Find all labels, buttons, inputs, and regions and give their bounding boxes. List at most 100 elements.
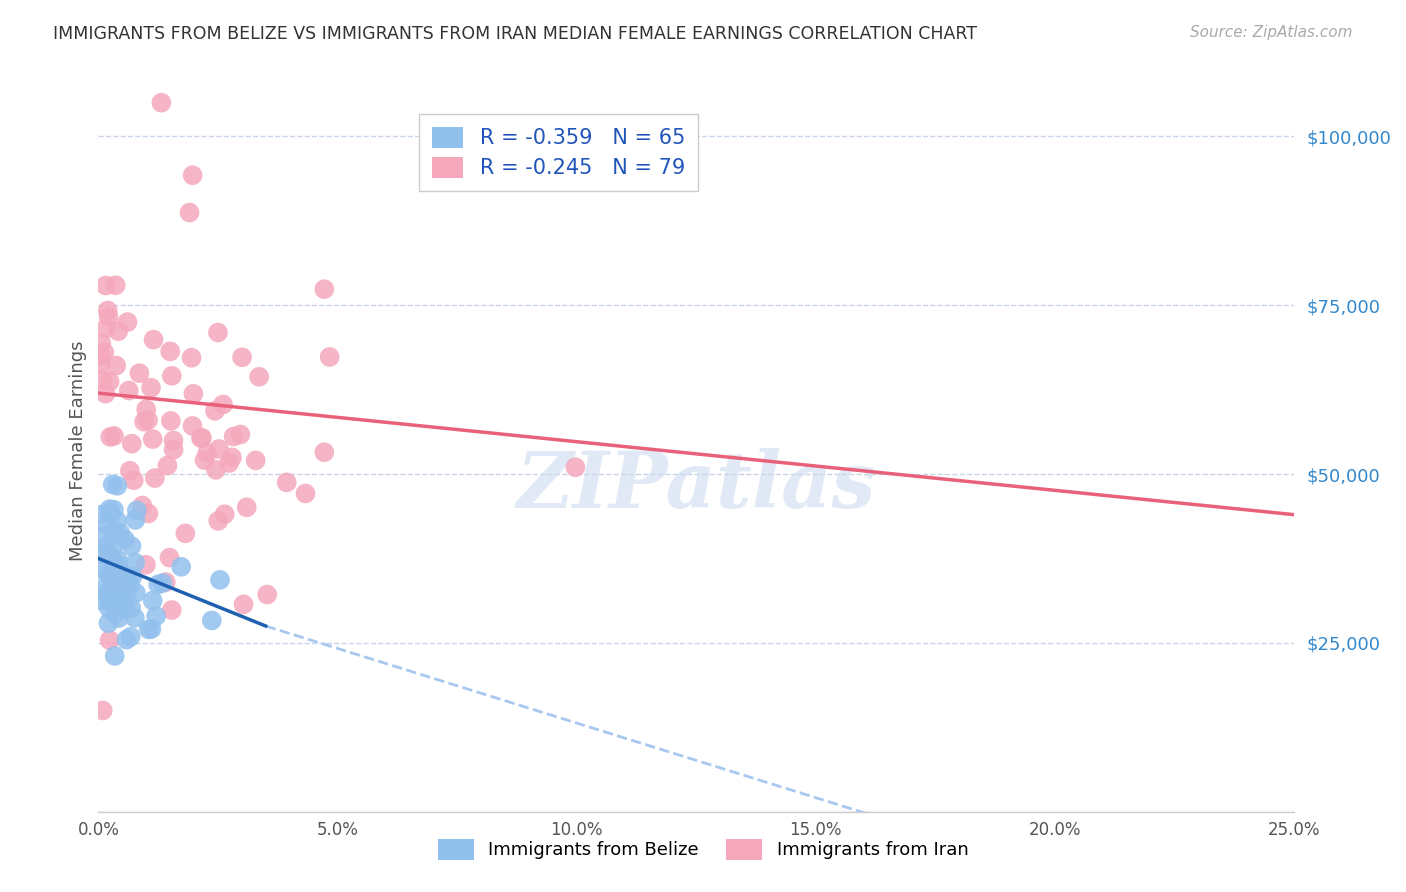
Point: [110, 566, 132, 580]
Point: [110, 591, 132, 606]
Point: [222, 429, 245, 443]
Point: [125, 586, 148, 600]
Point: [294, 486, 316, 500]
Point: [245, 453, 267, 467]
Point: [120, 578, 142, 592]
Point: [256, 588, 278, 602]
Point: [107, 324, 129, 338]
Point: [103, 429, 125, 443]
Point: [141, 622, 163, 636]
Point: [97, 616, 120, 631]
Point: [103, 581, 125, 595]
Point: [103, 578, 125, 592]
Point: [94, 586, 117, 600]
Point: [121, 569, 143, 583]
Point: [101, 541, 124, 555]
Point: [90, 547, 112, 561]
Point: [98, 591, 121, 606]
Point: [94, 278, 117, 293]
Point: [208, 442, 231, 456]
Point: [108, 572, 131, 586]
Point: [124, 556, 146, 570]
Point: [112, 600, 135, 615]
Point: [104, 648, 127, 663]
Point: [91, 373, 114, 387]
Point: [98, 633, 121, 648]
Point: [162, 434, 184, 448]
Point: [142, 593, 165, 607]
Point: [181, 418, 204, 433]
Point: [114, 533, 136, 547]
Point: [121, 436, 143, 450]
Point: [107, 558, 129, 573]
Point: [135, 558, 157, 572]
Point: [314, 445, 336, 459]
Point: [100, 507, 122, 521]
Point: [156, 458, 179, 473]
Point: [181, 168, 204, 182]
Point: [91, 582, 114, 596]
Point: [564, 460, 586, 475]
Point: [104, 607, 127, 621]
Point: [105, 514, 128, 528]
Point: [318, 350, 340, 364]
Point: [91, 594, 114, 608]
Point: [179, 205, 201, 219]
Point: [90, 349, 112, 363]
Point: [212, 397, 235, 411]
Point: [107, 553, 129, 567]
Point: [90, 357, 112, 371]
Point: [125, 503, 148, 517]
Point: [183, 386, 205, 401]
Point: [103, 557, 125, 571]
Legend: R = -0.359   N = 65, R = -0.245   N = 79: R = -0.359 N = 65, R = -0.245 N = 79: [419, 114, 697, 191]
Point: [145, 609, 167, 624]
Point: [105, 359, 128, 373]
Point: [98, 430, 121, 444]
Point: [191, 431, 214, 445]
Point: [115, 593, 138, 607]
Point: [231, 351, 253, 365]
Point: [100, 594, 122, 608]
Point: [118, 384, 141, 398]
Point: [100, 550, 122, 565]
Point: [124, 611, 146, 625]
Point: [207, 514, 229, 528]
Point: [152, 576, 174, 591]
Point: [118, 464, 141, 478]
Point: [139, 381, 162, 395]
Point: [114, 570, 136, 584]
Point: [162, 442, 184, 457]
Point: [174, 526, 197, 541]
Point: [103, 592, 125, 607]
Point: [120, 630, 142, 644]
Point: [193, 453, 215, 467]
Point: [150, 95, 173, 110]
Point: [90, 508, 112, 522]
Point: [132, 415, 155, 429]
Point: [276, 475, 298, 490]
Point: [195, 446, 218, 460]
Point: [98, 502, 121, 516]
Point: [207, 326, 229, 340]
Point: [221, 450, 243, 465]
Legend: Immigrants from Belize, Immigrants from Iran: Immigrants from Belize, Immigrants from …: [430, 831, 976, 867]
Point: [170, 559, 193, 574]
Point: [314, 282, 336, 296]
Y-axis label: Median Female Earnings: Median Female Earnings: [69, 340, 87, 561]
Point: [100, 570, 122, 584]
Point: [159, 550, 181, 565]
Point: [108, 526, 131, 541]
Point: [159, 344, 181, 359]
Text: Source: ZipAtlas.com: Source: ZipAtlas.com: [1189, 25, 1353, 40]
Point: [160, 368, 183, 383]
Point: [115, 632, 138, 647]
Point: [135, 402, 157, 417]
Point: [90, 336, 112, 351]
Point: [103, 502, 125, 516]
Point: [97, 566, 120, 581]
Point: [131, 499, 153, 513]
Point: [138, 507, 160, 521]
Point: [143, 471, 166, 485]
Point: [136, 413, 159, 427]
